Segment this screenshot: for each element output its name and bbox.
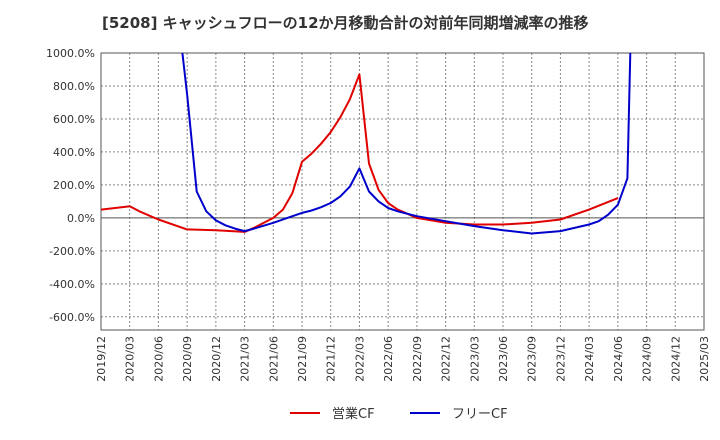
x-tick-label: 2020/12 <box>210 336 223 382</box>
x-tick-label: 2021/12 <box>325 336 338 382</box>
x-tick-label: 2024/03 <box>583 336 596 382</box>
y-tick-label: 600.0% <box>53 113 95 126</box>
x-tick-label: 2023/06 <box>497 336 510 382</box>
x-tick-label: 2022/12 <box>440 336 453 382</box>
x-tick-label: 2020/03 <box>124 336 137 382</box>
x-tick-label: 2023/12 <box>554 336 567 382</box>
x-tick-label: 2024/09 <box>641 336 654 382</box>
y-tick-labels: 1000.0% 800.0% 600.0% 400.0% 200.0% 0.0% -200.… <box>46 47 95 324</box>
y-tick-label: 800.0% <box>53 80 95 93</box>
y-tick-label: 400.0% <box>53 146 95 159</box>
x-tick-label: 2020/06 <box>152 336 165 382</box>
x-tick-label: 2023/03 <box>468 336 481 382</box>
y-tick-label: -600.0% <box>49 311 95 324</box>
x-tick-label: 2024/06 <box>612 336 625 382</box>
x-tick-label: 2022/06 <box>382 336 395 382</box>
x-tick-label: 2021/09 <box>296 336 309 382</box>
legend: 営業CF フリーCF <box>290 406 508 422</box>
series-line-free-cf <box>181 53 632 235</box>
y-tick-label: 1000.0% <box>46 47 95 60</box>
legend-label-operating-cf: 営業CF <box>332 406 375 422</box>
y-tick-label: 200.0% <box>53 179 95 192</box>
horizontal-grid <box>101 52 704 318</box>
x-tick-label: 2022/09 <box>411 336 424 382</box>
x-tick-label: 2023/09 <box>526 336 539 382</box>
series-group <box>101 53 632 235</box>
x-tick-label: 2020/09 <box>181 336 194 382</box>
y-tick-label: -200.0% <box>49 245 95 258</box>
x-tick-label: 2021/03 <box>239 336 252 382</box>
plot-frame <box>100 52 705 331</box>
legend-label-free-cf: フリーCF <box>452 407 508 422</box>
y-tick-label: 0.0% <box>67 212 95 225</box>
chart-title: [5208] キャッシュフローの12か月移動合計の対前年同期増減率の推移 <box>102 14 589 32</box>
y-tick-label: -400.0% <box>49 278 95 291</box>
x-tick-label: 2019/12 <box>95 336 108 382</box>
x-tick-label: 2025/03 <box>698 336 711 382</box>
x-tick-label: 2024/12 <box>669 336 682 382</box>
vertical-grid <box>100 53 705 330</box>
series-line-operating-cf <box>101 73 619 233</box>
x-tick-label: 2022/03 <box>353 336 366 382</box>
x-tick-labels: 2019/12 2020/03 2020/06 2020/09 2020/12 2021/… <box>95 336 711 382</box>
x-tick-label: 2021/06 <box>267 336 280 382</box>
